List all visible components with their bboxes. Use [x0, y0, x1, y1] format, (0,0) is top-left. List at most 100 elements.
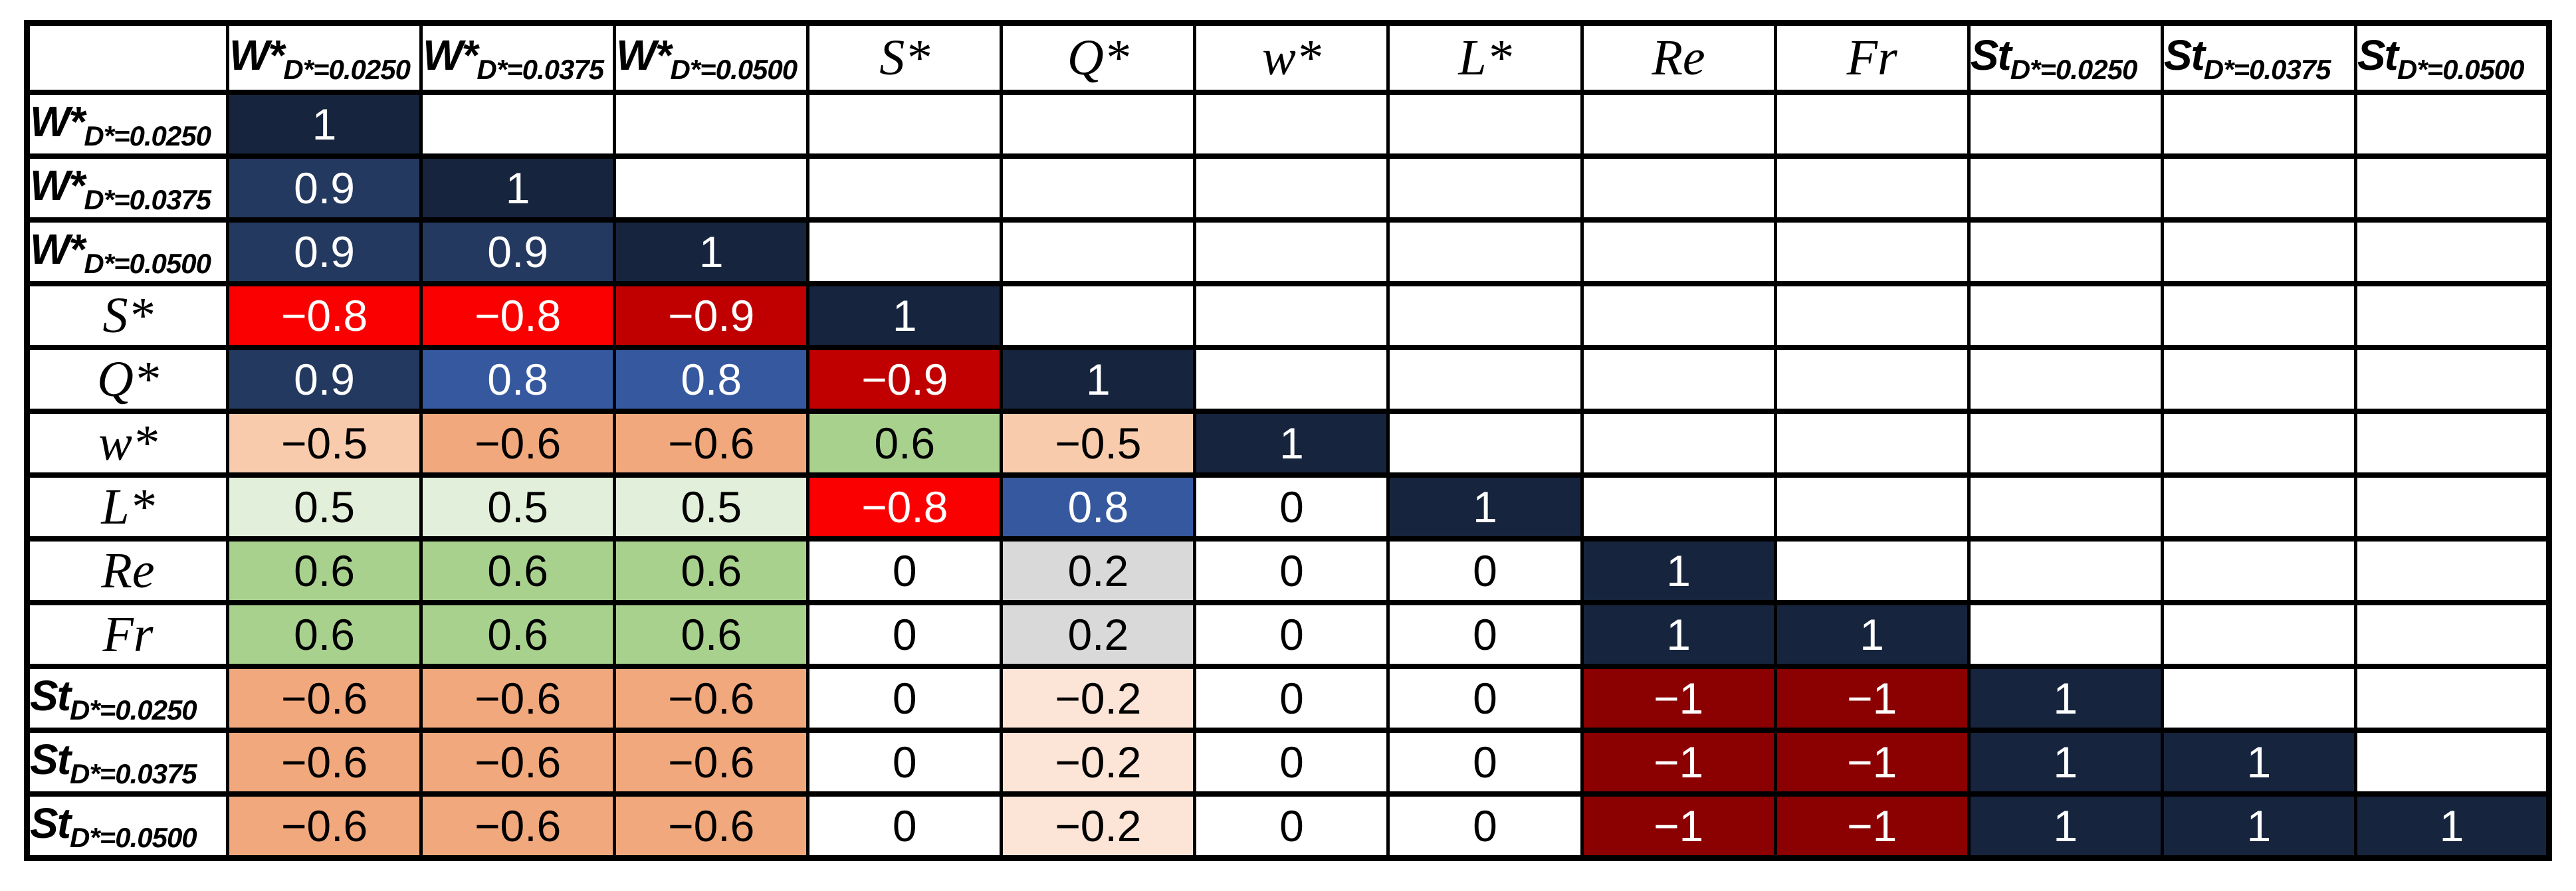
table-row-L: L* 0.5 0.5 0.5 −0.8 0.8 0 1 [25, 472, 2551, 542]
cell-W0500-Re-empty [1580, 217, 1777, 286]
table-row-Re: Re 0.6 0.6 0.6 0 0.2 0 0 1 [25, 536, 2551, 605]
cell-W0500-St0375-empty [2160, 217, 2357, 286]
cell-Q-W0250: 0.9 [225, 345, 423, 414]
cell-Fr-St0500-empty [2353, 600, 2551, 669]
cell-Re-S: 0 [806, 536, 1004, 605]
cell-St0375-St0500-empty [2353, 728, 2551, 797]
cell-L-St0500-empty [2353, 472, 2551, 542]
cell-St0250-W0500: −0.6 [613, 664, 810, 733]
cell-w-St0375-empty [2160, 409, 2357, 478]
variable-base-label: St [2163, 31, 2204, 79]
cell-S-L-empty [1386, 281, 1584, 350]
cell-S-St0250-empty [1967, 281, 2164, 350]
cell-St0375-L: 0 [1386, 728, 1584, 797]
cell-w-L-empty [1386, 409, 1584, 478]
cell-Fr-St0375-empty [2160, 600, 2357, 669]
row-header-Fr: Fr [25, 600, 229, 669]
cell-w-w: 1 [1193, 409, 1390, 478]
cell-S-Re-empty [1580, 281, 1777, 350]
col-header-St0375: StD*=0.0375 [2160, 20, 2357, 95]
variable-base-label: W* [30, 161, 86, 209]
col-header-L: L* [1386, 20, 1584, 95]
cell-L-S: −0.8 [806, 472, 1004, 542]
variable-base-label: Q* [1067, 29, 1129, 86]
cell-St0250-Fr: −1 [1773, 664, 1971, 733]
cell-W0375-Q-empty [1000, 153, 1197, 223]
table-row-Fr: Fr 0.6 0.6 0.6 0 0.2 0 0 1 1 [25, 600, 2551, 669]
cell-St0250-S: 0 [806, 664, 1004, 733]
cell-St0500-S: 0 [806, 791, 1004, 861]
cell-St0500-L: 0 [1386, 791, 1584, 861]
cell-St0375-W0500: −0.6 [613, 728, 810, 797]
cell-S-w-empty [1193, 281, 1390, 350]
row-header-St0500: StD*=0.0500 [25, 791, 229, 861]
cell-St0250-Q: −0.2 [1000, 664, 1197, 733]
cell-W0375-St0500-empty [2353, 153, 2551, 223]
cell-Re-W0500: 0.6 [613, 536, 810, 605]
header-row-container: W*D*=0.0250 W*D*=0.0375 W*D*=0.0500 S* Q* w* L… [25, 20, 2551, 95]
cell-L-W0375: 0.5 [419, 472, 617, 542]
cell-L-St0250-empty [1967, 472, 2164, 542]
table-row-w: w* −0.5 −0.6 −0.6 0.6 −0.5 1 [25, 409, 2551, 478]
cell-Q-W0500: 0.8 [613, 345, 810, 414]
cell-W0375-W0375: 1 [419, 153, 617, 223]
cell-Fr-S: 0 [806, 600, 1004, 669]
cell-L-W0250: 0.5 [225, 472, 423, 542]
row-header-Q: Q* [25, 345, 229, 414]
cell-W0500-St0250-empty [1967, 217, 2164, 286]
cell-W0250-St0250-empty [1967, 90, 2164, 159]
cell-L-W0500: 0.5 [613, 472, 810, 542]
cell-St0500-w: 0 [1193, 791, 1390, 861]
cell-Q-St0500-empty [2353, 345, 2551, 414]
cell-St0375-Re: −1 [1580, 728, 1777, 797]
cell-W0250-W0375-empty [419, 90, 617, 159]
cell-Re-Fr-empty [1773, 536, 1971, 605]
variable-subscript-label: D*=0.0375 [70, 757, 197, 789]
variable-subscript-label: D*=0.0500 [84, 247, 211, 279]
variable-base-label: Fr [102, 606, 154, 662]
row-header-W0250: W*D*=0.0250 [25, 90, 229, 159]
table-row-St0500: StD*=0.0500 −0.6 −0.6 −0.6 0 −0.2 0 0 −1 −1 1 1 1 [25, 791, 2551, 861]
variable-base-label: Q* [97, 351, 159, 407]
cell-L-Re-empty [1580, 472, 1777, 542]
cell-St0375-W0250: −0.6 [225, 728, 423, 797]
cell-St0250-W0250: −0.6 [225, 664, 423, 733]
cell-Q-Q: 1 [1000, 345, 1197, 414]
cell-Re-St0500-empty [2353, 536, 2551, 605]
cell-S-W0250: −0.8 [225, 281, 423, 350]
cell-St0250-St0250: 1 [1967, 664, 2164, 733]
variable-base-label: L* [1458, 29, 1512, 86]
cell-St0500-Re: −1 [1580, 791, 1777, 861]
variable-base-label: W* [30, 97, 86, 146]
cell-St0375-Fr: −1 [1773, 728, 1971, 797]
col-header-W0500: W*D*=0.0500 [613, 20, 810, 95]
cell-St0375-w: 0 [1193, 728, 1390, 797]
cell-L-Q: 0.8 [1000, 472, 1197, 542]
col-header-Fr: Fr [1773, 20, 1971, 95]
cell-Q-Fr-empty [1773, 345, 1971, 414]
cell-w-St0500-empty [2353, 409, 2551, 478]
cell-W0250-W0500-empty [613, 90, 810, 159]
variable-base-label: Re [101, 542, 155, 599]
cell-W0375-w-empty [1193, 153, 1390, 223]
cell-L-L: 1 [1386, 472, 1584, 542]
cell-St0250-L: 0 [1386, 664, 1584, 733]
variable-subscript-label: D*=0.0250 [283, 53, 411, 85]
cell-Re-W0375: 0.6 [419, 536, 617, 605]
cell-W0500-Q-empty [1000, 217, 1197, 286]
cell-W0250-S-empty [806, 90, 1004, 159]
cell-St0500-St0250: 1 [1967, 791, 2164, 861]
cell-W0375-S-empty [806, 153, 1004, 223]
cell-Q-Re-empty [1580, 345, 1777, 414]
cell-St0500-W0500: −0.6 [613, 791, 810, 861]
cell-w-St0250-empty [1967, 409, 2164, 478]
cell-Q-w-empty [1193, 345, 1390, 414]
variable-subscript-label: D*=0.0500 [670, 53, 798, 85]
row-header-St0250: StD*=0.0250 [25, 664, 229, 733]
cell-W0500-w-empty [1193, 217, 1390, 286]
variable-base-label: Fr [1846, 29, 1897, 86]
variable-base-label: W* [616, 31, 672, 79]
table-row-W0500: W*D*=0.0500 0.9 0.9 1 [25, 217, 2551, 286]
cell-w-W0500: −0.6 [613, 409, 810, 478]
col-header-W0250: W*D*=0.0250 [225, 20, 423, 95]
